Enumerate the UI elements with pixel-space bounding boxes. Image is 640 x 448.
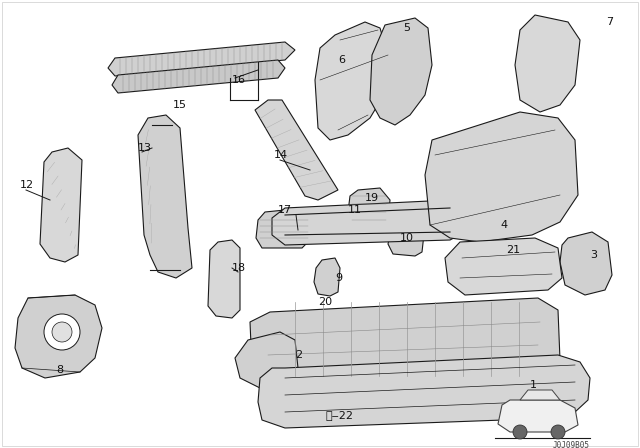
Text: 15: 15	[173, 100, 187, 110]
Text: 9: 9	[335, 273, 342, 283]
Text: 11: 11	[348, 205, 362, 215]
Polygon shape	[272, 200, 465, 245]
Text: 18: 18	[232, 263, 246, 273]
Circle shape	[44, 314, 80, 350]
Text: 2: 2	[295, 350, 302, 360]
Text: J0J09B05: J0J09B05	[553, 440, 590, 448]
Text: Ⓚ‒22: Ⓚ‒22	[326, 410, 354, 420]
Polygon shape	[515, 15, 580, 112]
Text: 8: 8	[56, 365, 63, 375]
Text: 19: 19	[365, 193, 379, 203]
Polygon shape	[258, 355, 590, 428]
Text: 5: 5	[403, 23, 410, 33]
Text: 14: 14	[274, 150, 288, 160]
Polygon shape	[250, 298, 560, 380]
Polygon shape	[138, 115, 192, 278]
Text: 17: 17	[278, 205, 292, 215]
Text: 3: 3	[590, 250, 597, 260]
Polygon shape	[40, 148, 82, 262]
Text: 7: 7	[606, 17, 613, 27]
Polygon shape	[112, 60, 285, 93]
Polygon shape	[370, 18, 432, 125]
Polygon shape	[108, 42, 295, 76]
Polygon shape	[560, 232, 612, 295]
Text: 13: 13	[138, 143, 152, 153]
Polygon shape	[315, 22, 388, 140]
Text: 21: 21	[506, 245, 520, 255]
Polygon shape	[425, 112, 578, 242]
Text: 16: 16	[232, 75, 246, 85]
Polygon shape	[255, 100, 338, 200]
Polygon shape	[235, 332, 298, 388]
Text: 4: 4	[500, 220, 507, 230]
Polygon shape	[314, 258, 340, 296]
Text: 6: 6	[338, 55, 345, 65]
Text: 20: 20	[318, 297, 332, 307]
Circle shape	[513, 425, 527, 439]
Polygon shape	[15, 295, 102, 378]
Polygon shape	[208, 240, 240, 318]
Polygon shape	[520, 390, 560, 400]
Circle shape	[551, 425, 565, 439]
Text: 1: 1	[530, 380, 537, 390]
Text: 10: 10	[400, 233, 414, 243]
Text: 12: 12	[20, 180, 34, 190]
Circle shape	[52, 322, 72, 342]
Polygon shape	[256, 208, 312, 248]
Polygon shape	[498, 400, 578, 432]
Polygon shape	[388, 226, 424, 256]
Polygon shape	[348, 188, 390, 228]
Polygon shape	[445, 238, 562, 295]
